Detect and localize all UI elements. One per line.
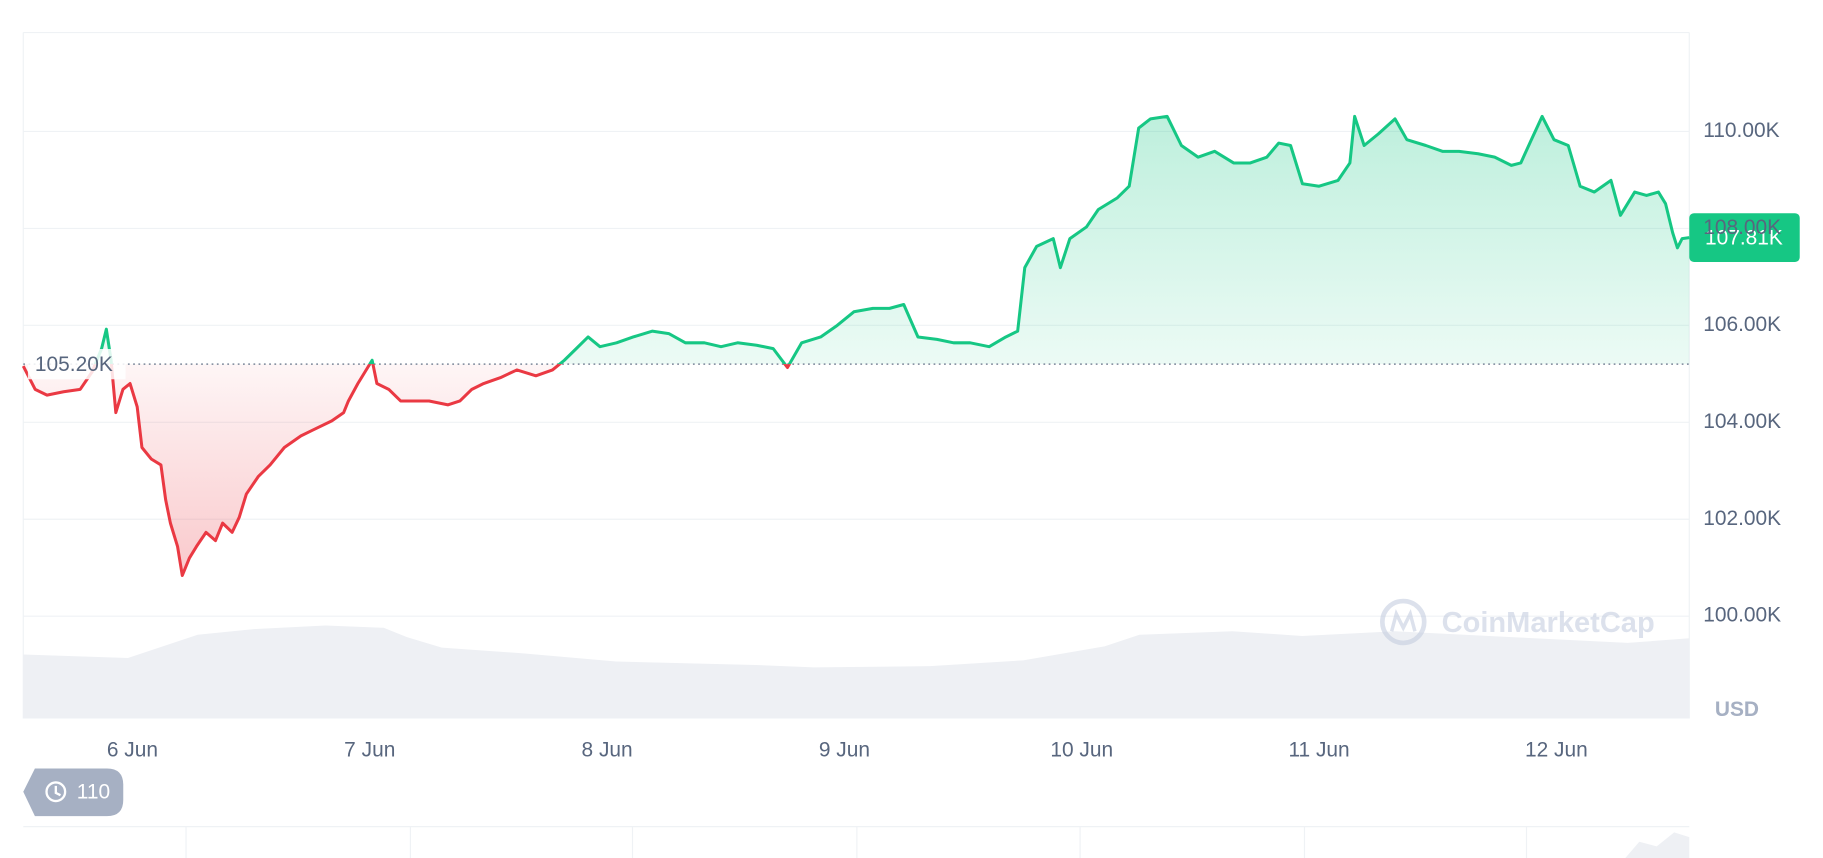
badge-text: 110 (77, 780, 110, 803)
navigator (23, 826, 1690, 858)
baseline-label-bg (27, 349, 126, 380)
area-down (23, 364, 790, 576)
volume-area (23, 625, 1690, 719)
watermark-text: CoinMarketCap (1442, 607, 1655, 639)
badge-bg (23, 768, 124, 817)
history-badge[interactable]: 110 (23, 768, 124, 817)
y-tick-label: 106.00K (1703, 313, 1781, 336)
y-tick-label: 110.00K (1703, 119, 1779, 142)
baseline-label: 105.20K (35, 353, 113, 376)
x-tick-label: 11 Jun (1288, 739, 1349, 762)
y-tick-label: 100.00K (1703, 604, 1781, 627)
watermark: CoinMarketCap (1380, 598, 1655, 646)
areas (23, 116, 1690, 576)
watermark-logo-mark (1389, 608, 1417, 632)
x-tick-label: 10 Jun (1050, 739, 1113, 762)
price-line-up (93, 114, 1690, 365)
navigator-mini (1625, 832, 1690, 858)
lines: 105.20K 107.81K (21, 114, 1800, 577)
x-tick-label: 8 Jun (582, 739, 633, 762)
x-tick-label: 12 Jun (1525, 739, 1588, 762)
badge-icon-hands (54, 785, 61, 797)
badge-icon (45, 781, 67, 803)
x-tick-label: 9 Jun (819, 739, 870, 762)
unit-label: USD (1715, 698, 1759, 721)
y-tick-label: 104.00K (1703, 410, 1781, 433)
ticks: 100.00K 102.00K 104.00K 106.00K 108.00K 110.0… (107, 119, 1781, 762)
last-price-label: 107.81K (1705, 226, 1783, 249)
watermark-logo (1380, 598, 1427, 646)
price-line-down (21, 364, 792, 577)
area-up (23, 116, 1690, 365)
x-tick-label: 6 Jun (107, 739, 158, 762)
y-tick-label: 108.00K (1703, 216, 1781, 239)
last-price-tag (1689, 213, 1800, 263)
x-tick-label: 7 Jun (344, 739, 395, 762)
y-tick-label: 102.00K (1703, 507, 1781, 530)
